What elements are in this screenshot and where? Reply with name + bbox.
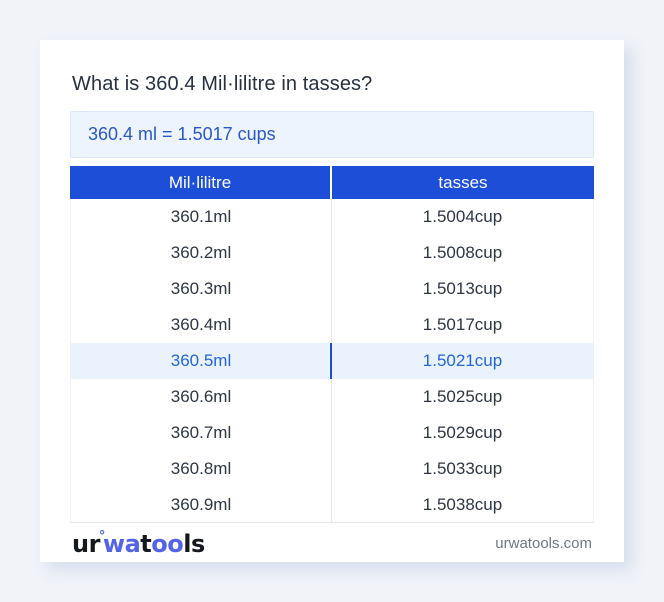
conversion-result-box: 360.4 ml = 1.5017 cups <box>70 111 594 158</box>
logo-segment: ls <box>183 529 205 558</box>
ml-value: 360.8ml <box>70 451 332 487</box>
ml-value: 360.1ml <box>70 199 332 235</box>
conversion-table: Mil·lilitre tasses 360.1ml 1.5004cup 360.2… <box>70 166 594 523</box>
table-row[interactable]: 360.1ml 1.5004cup <box>70 199 594 235</box>
cup-value: 1.5025cup <box>332 379 594 415</box>
table-row[interactable]: 360.5ml 1.5021cup <box>70 343 594 379</box>
table-row[interactable]: 360.2ml 1.5008cup <box>70 235 594 271</box>
cup-value: 1.5021cup <box>332 343 594 379</box>
table-row[interactable]: 360.7ml 1.5029cup <box>70 415 594 451</box>
logo-segment: t <box>140 529 152 558</box>
conversion-card: What is 360.4 Mil·lilitre in tasses? 360… <box>40 40 624 562</box>
ml-value: 360.7ml <box>70 415 332 451</box>
logo-segment: wa <box>102 529 141 558</box>
table-row[interactable]: 360.8ml 1.5033cup <box>70 451 594 487</box>
page-title: What is 360.4 Mil·lilitre in tasses? <box>72 73 373 95</box>
cup-value: 1.5033cup <box>332 451 594 487</box>
table-row[interactable]: 360.4ml 1.5017cup <box>70 307 594 343</box>
table-row[interactable]: 360.9ml 1.5038cup <box>70 487 594 523</box>
cup-value: 1.5008cup <box>332 235 594 271</box>
cup-value: 1.5038cup <box>332 487 594 523</box>
header-millilitre: Mil·lilitre <box>70 166 332 199</box>
conversion-table-header: Mil·lilitre tasses <box>70 166 594 199</box>
cup-value: 1.5004cup <box>332 199 594 235</box>
ml-value: 360.4ml <box>70 307 332 343</box>
card-footer: ur°watools urwatools.com <box>70 523 594 564</box>
cup-value: 1.5017cup <box>332 307 594 343</box>
cup-value: 1.5029cup <box>332 415 594 451</box>
logo-segment: ur <box>72 529 100 558</box>
site-url-text: urwatools.com <box>495 535 592 552</box>
conversion-result-text: 360.4 ml = 1.5017 cups <box>88 124 276 144</box>
header-tasses: tasses <box>332 166 594 199</box>
ml-value: 360.5ml <box>70 343 332 379</box>
ml-value: 360.3ml <box>70 271 332 307</box>
table-row[interactable]: 360.6ml 1.5025cup <box>70 379 594 415</box>
cup-value: 1.5013cup <box>332 271 594 307</box>
logo-segment: ° <box>98 528 106 544</box>
ml-value: 360.6ml <box>70 379 332 415</box>
table-row[interactable]: 360.3ml 1.5013cup <box>70 271 594 307</box>
logo-segment: oo <box>151 529 184 558</box>
conversion-table-body: 360.1ml 1.5004cup 360.2ml 1.5008cup 360.3ml 1… <box>70 199 594 523</box>
urwatools-logo[interactable]: ur°watools <box>72 528 205 558</box>
ml-value: 360.9ml <box>70 487 332 523</box>
ml-value: 360.2ml <box>70 235 332 271</box>
